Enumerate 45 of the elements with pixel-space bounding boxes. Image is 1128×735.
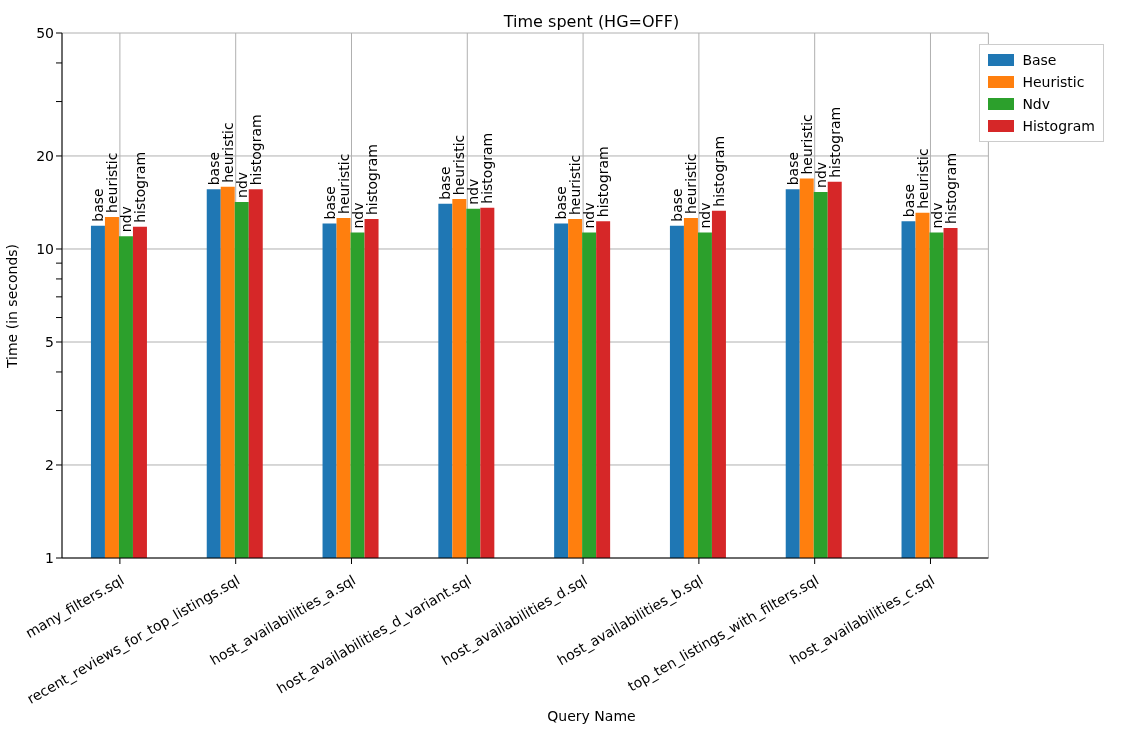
data-label: histogram xyxy=(479,132,496,204)
data-label: ndv xyxy=(117,206,134,233)
data-label: heuristic xyxy=(451,134,468,196)
data-label: heuristic xyxy=(798,114,815,175)
data-label: histogram xyxy=(826,106,843,178)
y-tick-label: 10 xyxy=(36,240,54,257)
y-axis-title: Time (in seconds) xyxy=(4,243,21,369)
data-label: ndv xyxy=(465,178,482,205)
data-label: base xyxy=(437,166,454,200)
y-tick-label: 2 xyxy=(45,456,54,473)
data-label: ndv xyxy=(696,202,713,229)
y-tick-label: 1 xyxy=(45,549,54,566)
data-label: base xyxy=(553,186,570,220)
data-label: heuristic xyxy=(219,122,236,183)
chart-title: Time spent (HG=OFF) xyxy=(502,12,681,31)
data-label: histogram xyxy=(247,114,264,186)
data-label: base xyxy=(205,151,222,186)
y-tick-label: 20 xyxy=(36,147,54,164)
data-label: histogram xyxy=(710,135,727,207)
data-label: base xyxy=(89,188,106,222)
data-label: ndv xyxy=(812,161,829,188)
data-label: base xyxy=(900,183,917,218)
data-label: ndv xyxy=(928,202,945,229)
data-label: heuristic xyxy=(335,153,352,214)
data-label: base xyxy=(321,186,338,220)
data-label: histogram xyxy=(942,152,959,224)
data-label: histogram xyxy=(363,144,380,216)
data-label: histogram xyxy=(131,151,148,223)
data-label: ndv xyxy=(349,202,366,229)
data-label: ndv xyxy=(581,202,598,229)
y-tick-label: 5 xyxy=(45,333,54,350)
data-label: base xyxy=(784,151,801,186)
legend-label: Heuristic xyxy=(1022,73,1085,92)
legend-label: Ndv xyxy=(1022,95,1051,114)
legend-label: Base xyxy=(1022,51,1057,70)
data-label: base xyxy=(668,188,685,222)
y-tick-label: 50 xyxy=(36,24,54,41)
data-label: ndv xyxy=(233,171,250,198)
data-label: heuristic xyxy=(914,148,931,209)
data-label: heuristic xyxy=(103,152,120,213)
data-label: heuristic xyxy=(567,154,584,216)
data-label: histogram xyxy=(595,146,612,218)
x-axis-title: Query Name xyxy=(546,708,637,724)
legend-label: Histogram xyxy=(1022,117,1095,136)
data-label: heuristic xyxy=(682,153,699,214)
